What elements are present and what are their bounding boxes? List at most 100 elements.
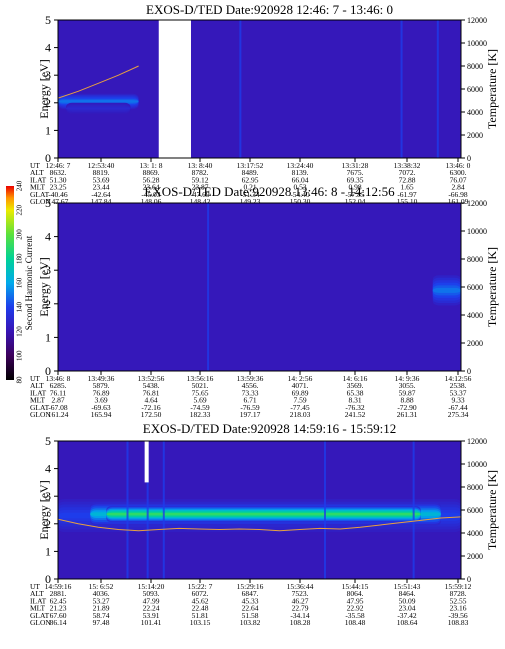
y-tick-label: 0 (45, 572, 51, 586)
orbit-cell: 165.94 (91, 410, 112, 419)
orbit-cell: 62.45 (50, 596, 67, 605)
orbit-cell: 4036. (93, 589, 110, 598)
orbit-cell: 0.53 (293, 183, 306, 192)
orbit-cell: 23.64 (143, 183, 160, 192)
orbit-cell: 6.71 (243, 396, 256, 405)
orbit-cell: 161.09 (448, 197, 469, 206)
orbit-row-label: GLON (30, 618, 51, 627)
orbit-row-label: GLAT (30, 611, 50, 620)
orbit-cell: 3055. (399, 381, 416, 390)
orbit-cell: 76.81 (143, 388, 160, 397)
y2-tick-label: 12000 (467, 437, 487, 446)
y-tick-label: 3 (45, 263, 51, 277)
y2-tick-label: 6000 (467, 283, 483, 292)
orbit-cell: 69.35 (347, 175, 364, 184)
orbit-cell: 182.33 (190, 410, 211, 419)
orbit-cell: 8464. (399, 589, 416, 598)
orbit-row-label: UT (30, 161, 40, 170)
orbit-cell: 76.07 (450, 175, 467, 184)
orbit-cell: 8.88 (400, 396, 413, 405)
orbit-cell: 161.24 (48, 410, 69, 419)
orbit-cell: 23.87 (192, 183, 209, 192)
orbit-cell: 22.48 (192, 604, 209, 613)
y2-tick-label: 0 (467, 575, 471, 584)
orbit-cell: 147.84 (91, 197, 112, 206)
orbit-cell: 103.15 (190, 618, 211, 627)
orbit-cell: 51.58 (242, 611, 259, 620)
orbit-cell: 15: 6:52 (89, 582, 114, 591)
orbit-row-label: MLT (30, 396, 46, 405)
orbit-cell: 23.16 (450, 604, 467, 613)
orbit-cell: 22.64 (242, 604, 259, 613)
heatmap-band (106, 512, 421, 516)
orbit-cell: -72.90 (397, 403, 417, 412)
orbit-cell: 13: 1: 8 (140, 161, 163, 170)
y2-tick-label: 10000 (467, 460, 487, 469)
orbit-cell: 47.99 (143, 596, 160, 605)
orbit-cell: 108.83 (448, 618, 469, 627)
orbit-cell: 53.91 (143, 611, 160, 620)
orbit-cell: 13:31:28 (342, 161, 369, 170)
heatmap-streak (323, 441, 326, 579)
y2-tick-label: 0 (467, 367, 471, 376)
heatmap (58, 441, 461, 579)
y2-tick-label: 2000 (467, 339, 483, 348)
orbit-cell: -77.45 (290, 403, 310, 412)
y-tick-label: 5 (45, 13, 51, 27)
orbit-table: UT 12:46: 7 12:53:40 13: 1: 8 13: 8:40 13:17:… (30, 161, 471, 206)
orbit-cell: 23.25 (50, 183, 67, 192)
orbit-cell: 14: 2:56 (288, 374, 313, 383)
orbit-cell: 58.74 (93, 611, 110, 620)
orbit-cell: 155.10 (397, 197, 418, 206)
orbit-cell: 13:56:16 (187, 374, 214, 383)
heatmap-streak (126, 441, 129, 579)
orbit-row-label: ALT (30, 589, 44, 598)
orbit-cell: 5093. (143, 589, 160, 598)
orbit-cell: 66.04 (292, 175, 309, 184)
orbit-cell: 65.38 (347, 388, 364, 397)
orbit-row-label: MLT (30, 604, 46, 613)
orbit-cell: 15:44:15 (342, 582, 369, 591)
orbit-cell: -61.97 (397, 190, 417, 199)
colorbar-tick-label: 140 (16, 302, 24, 313)
orbit-cell: 147.67 (48, 197, 69, 206)
spectrogram-panel-1: EXOS-D/TED Date:920928 12:46: 7 - 13:46:… (30, 2, 499, 206)
y-tick-label: 3 (45, 68, 51, 82)
orbit-cell: 6847. (242, 589, 259, 598)
heatmap-background (58, 203, 461, 371)
y2-tick-label: 4000 (467, 311, 483, 320)
temperature-trace (58, 65, 139, 99)
orbit-cell: 13:52:56 (138, 374, 165, 383)
orbit-cell: 56.28 (143, 175, 160, 184)
orbit-cell: 51.81 (192, 611, 209, 620)
orbit-cell: 275.34 (448, 410, 469, 419)
colorbar-tick-label: 200 (16, 229, 24, 240)
orbit-cell: 152.04 (345, 197, 366, 206)
orbit-cell: -39.56 (448, 611, 468, 620)
orbit-cell: 8728. (450, 589, 467, 598)
orbit-cell: 4071. (292, 381, 309, 390)
orbit-cell: 73.33 (242, 388, 259, 397)
orbit-cell: 52.55 (450, 596, 467, 605)
heatmap-background (58, 20, 461, 158)
orbit-cell: 50.09 (399, 596, 416, 605)
orbit-cell: 21.89 (93, 604, 110, 613)
orbit-cell: -72.16 (141, 403, 161, 412)
orbit-cell: 76.89 (93, 388, 110, 397)
orbit-cell: 23.44 (93, 183, 110, 192)
y2-tick-label: 0 (467, 154, 471, 163)
orbit-cell: 5.69 (193, 396, 206, 405)
orbit-cell: 108.48 (345, 618, 366, 627)
orbit-cell: 13:24:40 (287, 161, 314, 170)
orbit-cell: 22.79 (292, 604, 309, 613)
orbit-cell: -74.59 (190, 403, 210, 412)
orbit-cell: 15:14:20 (138, 582, 165, 591)
orbit-cell: 4.64 (144, 396, 157, 405)
y-tick-label: 2 (45, 517, 51, 531)
colorbar-tick-label: 120 (16, 326, 24, 337)
y2-tick-label: 12000 (467, 199, 487, 208)
heatmap-band (432, 287, 461, 293)
y2-axis-label: Temperature [K] (485, 247, 499, 327)
orbit-cell: 7675. (347, 168, 364, 177)
